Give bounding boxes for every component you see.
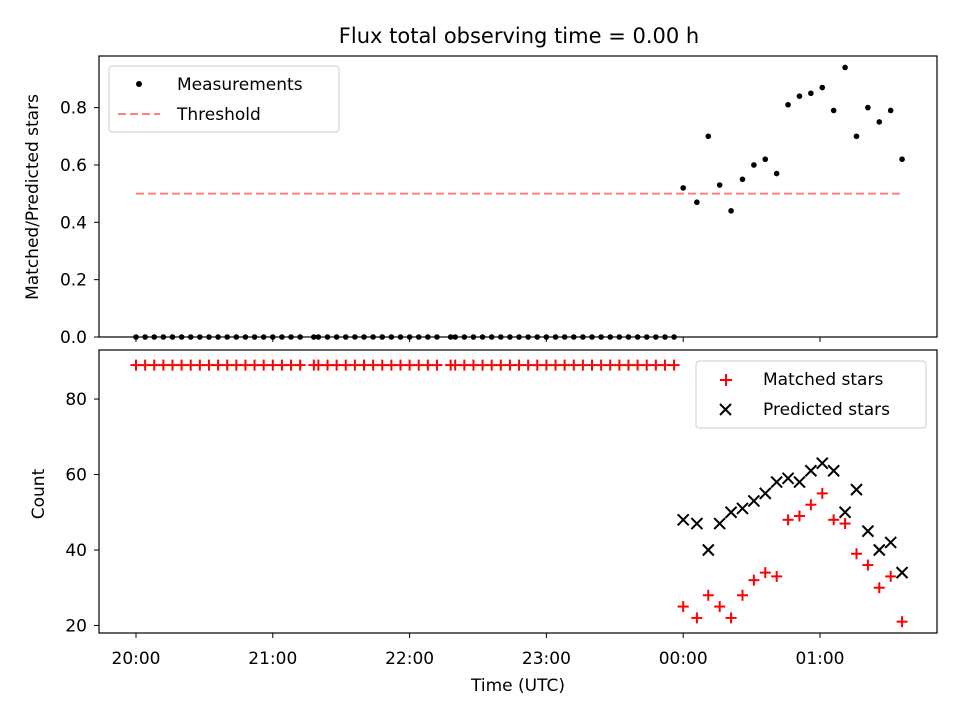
measurement-point — [819, 84, 826, 91]
predicted-star-point — [702, 543, 715, 557]
predicted-star-point — [759, 487, 772, 500]
matched-star-point — [736, 589, 748, 601]
measurement-point — [785, 101, 791, 108]
x-tick-label: 00:00 — [659, 649, 708, 669]
matched-star-point — [782, 514, 794, 526]
bottom-y-tick-label: 60 — [65, 466, 87, 486]
x-axis-label: Time (UTC) — [470, 676, 565, 696]
top-y-tick-label: 0.2 — [60, 271, 87, 291]
legend-marker-measurements — [136, 81, 142, 87]
matched-star-point — [828, 514, 840, 526]
top-y-tick-label: 0.6 — [60, 156, 87, 176]
matched-star-point — [702, 589, 714, 601]
matched-star-point — [896, 616, 908, 628]
measurement-point — [842, 64, 848, 71]
measurement-point — [830, 107, 837, 114]
bottom-y-tick-label: 40 — [65, 541, 87, 561]
chart-title: Flux total observing time = 0.00 h — [339, 24, 699, 48]
top-y-tick-label: 0.8 — [60, 99, 87, 119]
predicted-star-point — [690, 517, 704, 530]
predicted-star-point — [838, 506, 852, 519]
matched-star-point — [793, 510, 805, 522]
measurement-point — [716, 182, 723, 188]
matched-star-point — [691, 612, 703, 624]
x-tick-label: 21:00 — [248, 649, 297, 669]
measurement-point — [796, 93, 803, 99]
predicted-star-point — [861, 524, 875, 538]
top-y-axis-label: Matched/Predicted stars — [23, 94, 43, 300]
predicted-star-point — [676, 513, 690, 527]
matched-star-point — [816, 487, 828, 499]
predicted-star-point — [793, 475, 806, 489]
measurement-point — [751, 162, 757, 168]
predicted-star-point — [873, 543, 886, 557]
measurement-point — [876, 119, 883, 125]
predicted-star-point — [736, 502, 749, 515]
predicted-star-point — [895, 566, 909, 579]
measurement-point — [808, 90, 814, 97]
predicted-star-point — [747, 494, 761, 508]
legend-label-measurements: Measurements — [177, 75, 303, 95]
measurement-point — [887, 107, 894, 114]
measurement-point — [728, 208, 734, 214]
x-tick-label: 22:00 — [385, 649, 434, 669]
bottom-y-axis-label: Count — [29, 468, 49, 519]
predicted-star-point — [713, 517, 726, 530]
matched-star-point — [839, 518, 851, 530]
measurement-point — [865, 104, 871, 111]
bottom-legend-box — [695, 360, 927, 429]
legend-label-matched: Matched stars — [763, 370, 883, 390]
matched-star-point — [677, 601, 689, 613]
matched-star-point — [294, 359, 306, 371]
legend-marker-matched — [720, 374, 732, 386]
measurement-point — [739, 176, 746, 183]
bottom-plot-frame — [98, 349, 938, 634]
measurement-point — [680, 185, 686, 191]
matched-star-point — [431, 359, 443, 371]
top-legend-box — [108, 65, 340, 133]
matched-star-point — [862, 559, 874, 571]
legend-label-predicted: Predicted stars — [763, 400, 890, 420]
bottom-y-tick-label: 80 — [65, 390, 87, 410]
bottom-y-tick-label: 20 — [65, 616, 87, 636]
bottom-legend: Matched stars Predicted stars — [695, 360, 927, 429]
measurement-point — [694, 199, 700, 206]
matched-star-point — [850, 548, 862, 560]
predicted-star-point — [781, 472, 795, 485]
x-tick-label: 01:00 — [796, 649, 845, 669]
predicted-star-point — [816, 456, 829, 470]
matched-star-point — [885, 570, 897, 582]
predicted-star-point — [884, 536, 897, 549]
predicted-star-point — [724, 506, 738, 519]
measurement-point — [705, 133, 712, 140]
measurement-point — [899, 156, 905, 163]
matched-star-point — [725, 612, 737, 624]
top-legend: Measurements Threshold — [108, 65, 340, 133]
matched-star-point — [714, 601, 726, 613]
matched-star-point — [748, 574, 760, 586]
matched-star-point — [668, 359, 680, 371]
matched-star-point — [759, 567, 771, 579]
predicted-star-point — [827, 464, 840, 477]
predicted-star-point — [770, 475, 783, 489]
matched-star-point — [873, 582, 885, 594]
matched-star-point — [805, 499, 817, 511]
x-tick-label: 23:00 — [522, 649, 571, 669]
top-y-tick-label: 0.0 — [60, 328, 87, 348]
matched-star-point — [771, 570, 783, 582]
top-plot: 0.00.20.40.60.8 Matched/Predicted stars … — [23, 55, 938, 348]
measurement-point — [773, 170, 780, 177]
top-y-tick-label: 0.4 — [60, 213, 87, 233]
legend-label-threshold: Threshold — [176, 105, 261, 125]
predicted-star-point — [850, 483, 863, 496]
legend-marker-predicted — [719, 403, 732, 416]
measurement-point — [853, 133, 860, 140]
x-tick-label: 20:00 — [112, 649, 161, 669]
predicted-star-point — [804, 464, 818, 477]
top-plot-frame — [98, 55, 938, 338]
measurement-point — [762, 156, 769, 163]
